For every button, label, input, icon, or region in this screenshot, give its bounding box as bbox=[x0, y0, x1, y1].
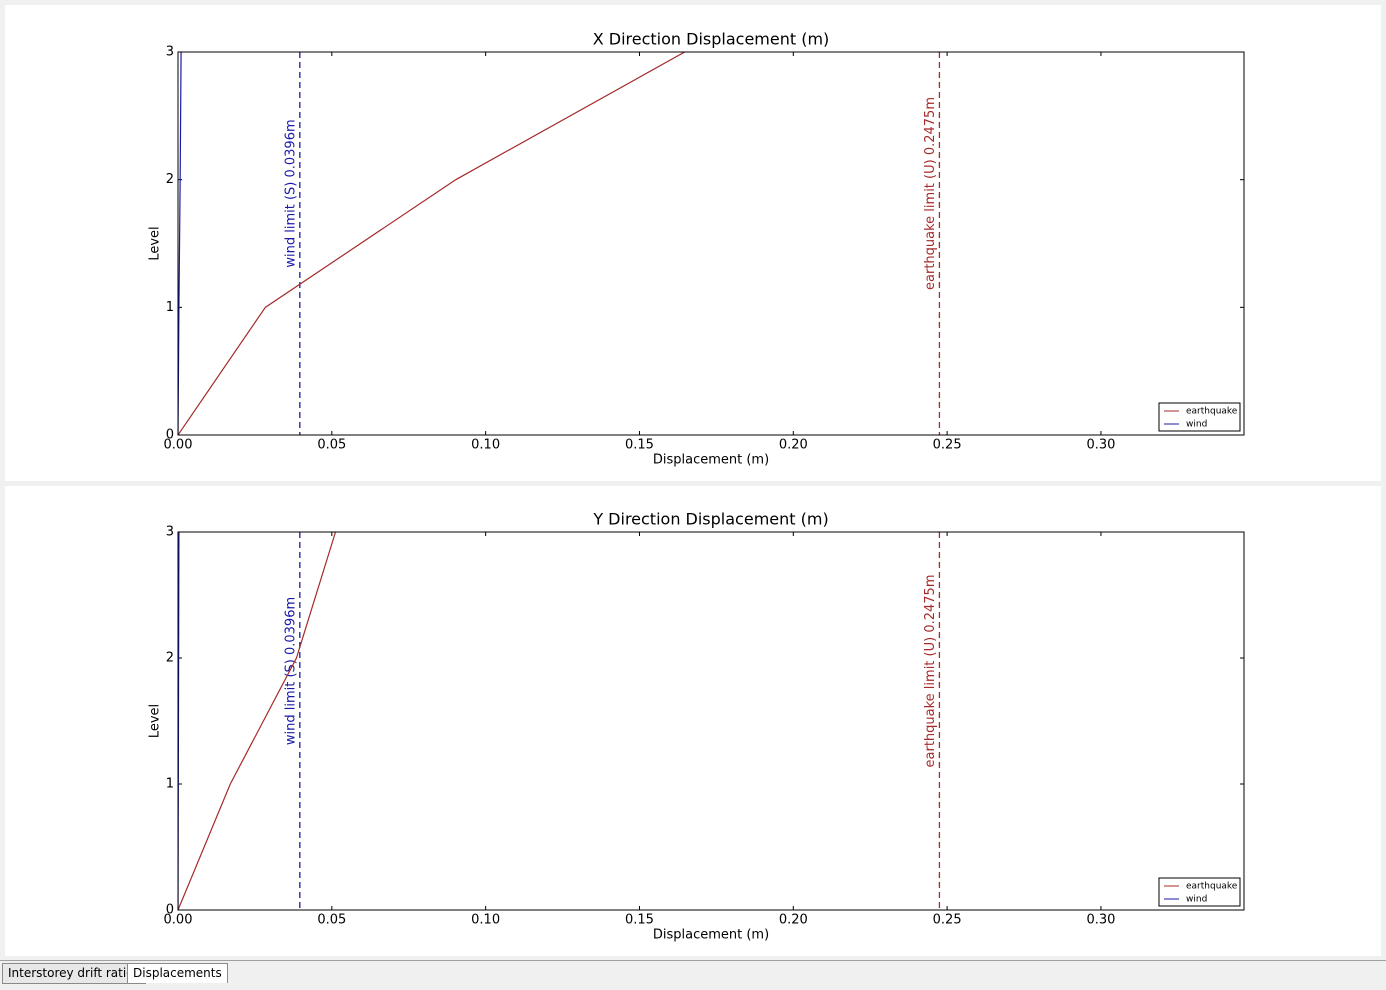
data-line bbox=[178, 52, 685, 435]
x-tick-label: 0.15 bbox=[625, 913, 654, 928]
tab[interactable]: Interstorey drift ratios bbox=[2, 963, 146, 984]
chart-title: Y Direction Displacement (m) bbox=[592, 510, 828, 529]
y-tick-label: 1 bbox=[166, 300, 174, 315]
x-tick-label: 0.25 bbox=[933, 438, 962, 453]
legend-label: earthquake bbox=[1186, 882, 1238, 892]
y-axis-label: Level bbox=[148, 704, 163, 738]
chart-title: X Direction Displacement (m) bbox=[593, 30, 830, 49]
limit-label: wind limit (S) 0.0396m bbox=[283, 119, 298, 267]
y-tick-label: 0 bbox=[166, 903, 174, 918]
y-tick-label: 1 bbox=[166, 777, 174, 792]
legend-label: wind bbox=[1186, 895, 1207, 905]
x-axis-label: Displacement (m) bbox=[653, 928, 769, 943]
legend-box bbox=[1158, 402, 1241, 432]
limit-label: wind limit (S) 0.0396m bbox=[283, 597, 298, 745]
tab-bar: Interstorey drift ratios Displacements bbox=[0, 960, 1386, 990]
data-line bbox=[178, 532, 337, 910]
y-tick-label: 2 bbox=[166, 651, 174, 666]
panel bbox=[5, 5, 1381, 481]
limit-label: earthquake limit (U) 0.2475m bbox=[923, 97, 938, 290]
y-tick-label: 3 bbox=[166, 45, 174, 60]
x-tick-label: 0.30 bbox=[1086, 913, 1115, 928]
x-tick-label: 0.10 bbox=[471, 913, 500, 928]
x-tick-label: 0.00 bbox=[164, 913, 193, 928]
x-tick-label: 0.05 bbox=[317, 913, 346, 928]
legend-label: wind bbox=[1186, 420, 1207, 430]
x-tick-label: 0.30 bbox=[1086, 438, 1115, 453]
panel bbox=[5, 486, 1381, 956]
tab[interactable]: Displacements bbox=[127, 963, 228, 983]
x-tick-label: 0.05 bbox=[317, 438, 346, 453]
x-tick-label: 0.10 bbox=[471, 438, 500, 453]
y-tick-label: 2 bbox=[166, 172, 174, 187]
legend-box bbox=[1158, 877, 1241, 907]
x-tick-label: 0.15 bbox=[625, 438, 654, 453]
x-tick-label: 0.20 bbox=[779, 913, 808, 928]
limit-label: earthquake limit (U) 0.2475m bbox=[923, 575, 938, 768]
y-axis-label: Level bbox=[148, 226, 163, 260]
x-tick-label: 0.25 bbox=[933, 913, 962, 928]
x-axis-label: Displacement (m) bbox=[653, 453, 769, 468]
plot-frame bbox=[177, 531, 1245, 911]
plot-frame bbox=[177, 51, 1245, 436]
plots-area: X Direction Displacement (m) Displacement… bbox=[5, 5, 1381, 956]
x-tick-label: 0.00 bbox=[164, 438, 193, 453]
y-tick-label: 3 bbox=[166, 525, 174, 540]
x-tick-label: 0.20 bbox=[779, 438, 808, 453]
y-tick-label: 0 bbox=[166, 428, 174, 443]
legend-label: earthquake bbox=[1186, 407, 1238, 417]
